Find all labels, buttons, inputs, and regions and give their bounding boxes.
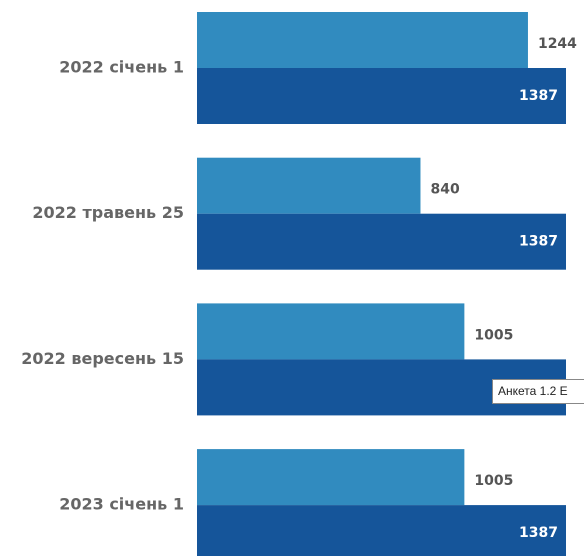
bar	[197, 68, 566, 124]
bar	[197, 213, 566, 270]
bar	[197, 303, 465, 360]
data-label: 840	[430, 182, 459, 198]
data-label: 1387	[519, 88, 558, 104]
category-label: 2022 травень 25	[32, 203, 184, 222]
bar	[197, 157, 421, 214]
tooltip-box	[492, 379, 584, 404]
data-label: 1005	[474, 327, 513, 343]
category-label: 2023 січень 1	[59, 495, 184, 514]
data-label: 1005	[474, 473, 513, 489]
data-label: 1244	[538, 36, 577, 52]
bar	[197, 505, 566, 556]
bar	[197, 449, 465, 506]
category-label: 2022 січень 1	[59, 58, 184, 77]
data-label: 1387	[519, 525, 558, 541]
bar	[197, 12, 528, 68]
data-label: 1387	[519, 234, 558, 250]
category-label: 2022 вересень 15	[21, 349, 184, 368]
tooltip-text: Анкета 1.2 Е	[498, 384, 568, 398]
